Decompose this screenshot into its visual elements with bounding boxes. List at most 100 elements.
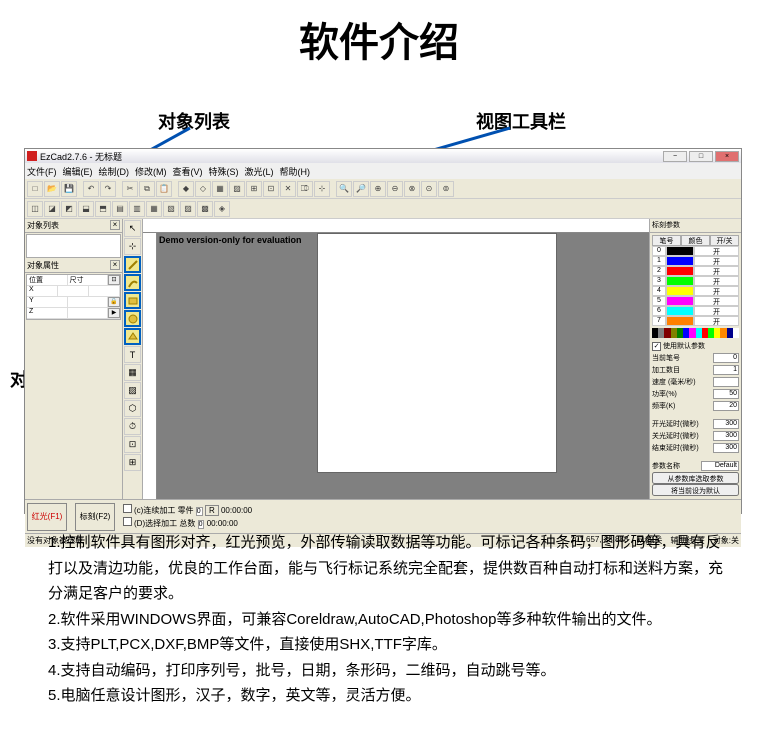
lock-icon[interactable]: 🔒 [108,297,120,307]
tb-zoom-out[interactable]: 🔎 [353,181,369,197]
tb-cmd7[interactable]: ✕ [280,181,296,197]
param-name-select[interactable]: Default [701,461,739,471]
tb-cmd4[interactable]: ▨ [229,181,245,197]
menu-modify[interactable]: 修改(M) [135,165,167,178]
tb-a5[interactable]: ⬒ [95,201,111,217]
mark-button[interactable]: 标刻(F2) [75,503,115,531]
tb-zoom1[interactable]: ⊕ [370,181,386,197]
draw-input[interactable]: ⊡ [124,436,141,453]
tb-zoom5[interactable]: ⊚ [438,181,454,197]
tb-zoom2[interactable]: ⊖ [387,181,403,197]
tb-a3[interactable]: ◩ [61,201,77,217]
off-delay-input[interactable]: 300 [713,431,739,441]
draw-vector[interactable]: ⬡ [124,400,141,417]
draw-hatch[interactable]: ▦ [124,364,141,381]
tb-a2[interactable]: ◪ [44,201,60,217]
tb-a9[interactable]: ▧ [163,201,179,217]
draw-node[interactable]: ⊹ [124,238,141,255]
tb-cmd8[interactable]: ⎄ [297,181,313,197]
apply-default-button[interactable]: 将当前设为默认 [652,484,739,496]
pen-row[interactable]: 4开 [652,286,739,296]
menu-edit[interactable]: 编辑(E) [63,165,93,178]
tb-undo[interactable]: ↶ [83,181,99,197]
tb-zoom4[interactable]: ⊙ [421,181,437,197]
count-input[interactable]: 1 [713,365,739,375]
speed-input[interactable] [713,377,739,387]
maximize-button[interactable]: □ [689,151,713,162]
reset-button[interactable]: R [205,505,219,516]
tb-a12[interactable]: ◈ [214,201,230,217]
tb-save[interactable]: 💾 [61,181,77,197]
tb-cmd9[interactable]: ⊹ [314,181,330,197]
draw-encoder[interactable]: ⊞ [124,454,141,471]
minimize-button[interactable]: − [663,151,687,162]
tb-new[interactable]: □ [27,181,43,197]
red-light-button[interactable]: 红光(F1) [27,503,67,531]
tb-copy[interactable]: ⧉ [139,181,155,197]
continuous-checkbox[interactable] [123,504,132,513]
demo-watermark: Demo version-only for evaluation [159,235,302,245]
tb-a1[interactable]: ◫ [27,201,43,217]
on-delay-input[interactable]: 300 [713,419,739,429]
tb-redo[interactable]: ↷ [100,181,116,197]
close-button[interactable]: × [715,151,739,162]
tb-a8[interactable]: ▦ [146,201,162,217]
tb-a10[interactable]: ▨ [180,201,196,217]
pen-row[interactable]: 3开 [652,276,739,286]
color-strip[interactable] [652,328,739,338]
draw-text[interactable]: T [124,346,141,363]
tb-cmd2[interactable]: ◇ [195,181,211,197]
menu-draw[interactable]: 绘制(D) [99,165,130,178]
menu-view[interactable]: 查看(V) [173,165,203,178]
pen-row[interactable]: 2开 [652,266,739,276]
canvas-area[interactable]: Demo version-only for evaluation [143,219,649,499]
tb-a7[interactable]: ▥ [129,201,145,217]
draw-select[interactable]: ↖ [124,220,141,237]
draw-polygon[interactable] [124,328,141,345]
end-delay-input[interactable]: 300 [713,443,739,453]
draw-rect[interactable] [124,292,141,309]
select-param-button[interactable]: 从参数库选取参数 [652,472,739,484]
power-input[interactable]: 50 [713,389,739,399]
process-control-bar: 红光(F1) 标刻(F2) (c)连续加工 零件 0 R 00:00:00 (D… [25,499,741,533]
pen-row[interactable]: 0开 [652,246,739,256]
tb-cmd6[interactable]: ⊡ [263,181,279,197]
draw-curve[interactable] [124,274,141,291]
pen-row[interactable]: 1开 [652,256,739,266]
tb-open[interactable]: 📂 [44,181,60,197]
color-swatch[interactable] [733,328,739,338]
tb-cmd5[interactable]: ⊞ [246,181,262,197]
draw-line[interactable] [124,256,141,273]
freq-input[interactable]: 20 [713,401,739,411]
cur-pen-input[interactable]: 0 [713,353,739,363]
menu-file[interactable]: 文件(F) [27,165,57,178]
canvas[interactable]: Demo version-only for evaluation [157,233,649,499]
pen-row[interactable]: 7开 [652,316,739,326]
select-checkbox[interactable] [123,517,132,526]
draw-bitmap[interactable]: ▨ [124,382,141,399]
menu-help[interactable]: 帮助(H) [280,165,311,178]
tb-cut[interactable]: ✂ [122,181,138,197]
tb-zoom3[interactable]: ⊗ [404,181,420,197]
panel-close-icon-2[interactable]: × [110,260,120,270]
object-list[interactable] [26,234,121,258]
draw-circle[interactable] [124,310,141,327]
tb-a4[interactable]: ⬓ [78,201,94,217]
panel-close-icon[interactable]: × [110,220,120,230]
menu-special[interactable]: 特殊(S) [209,165,239,178]
pen-row[interactable]: 5开 [652,296,739,306]
menu-laser[interactable]: 激光(L) [245,165,274,178]
tb-zoom-in[interactable]: 🔍 [336,181,352,197]
pen-row[interactable]: 6开 [652,306,739,316]
tb-cmd3[interactable]: ▦ [212,181,228,197]
draw-timer[interactable]: ⏱ [124,418,141,435]
use-default-checkbox[interactable]: ✓ [652,342,661,351]
property-table: 位置尺寸⊡ X Y🔒 Z▶ [26,274,121,320]
apply-icon[interactable]: ▶ [108,308,120,318]
right-panel: 标刻参数 笔号 颜色 开/关 0开1开2开3开4开5开6开7开 ✓使用默认参数 … [649,219,741,499]
titlebar: EzCad2.7.6 - 无标题 − □ × [25,149,741,163]
tb-a6[interactable]: ▤ [112,201,128,217]
tb-paste[interactable]: 📋 [156,181,172,197]
tb-cmd1[interactable]: ◆ [178,181,194,197]
tb-a11[interactable]: ▩ [197,201,213,217]
